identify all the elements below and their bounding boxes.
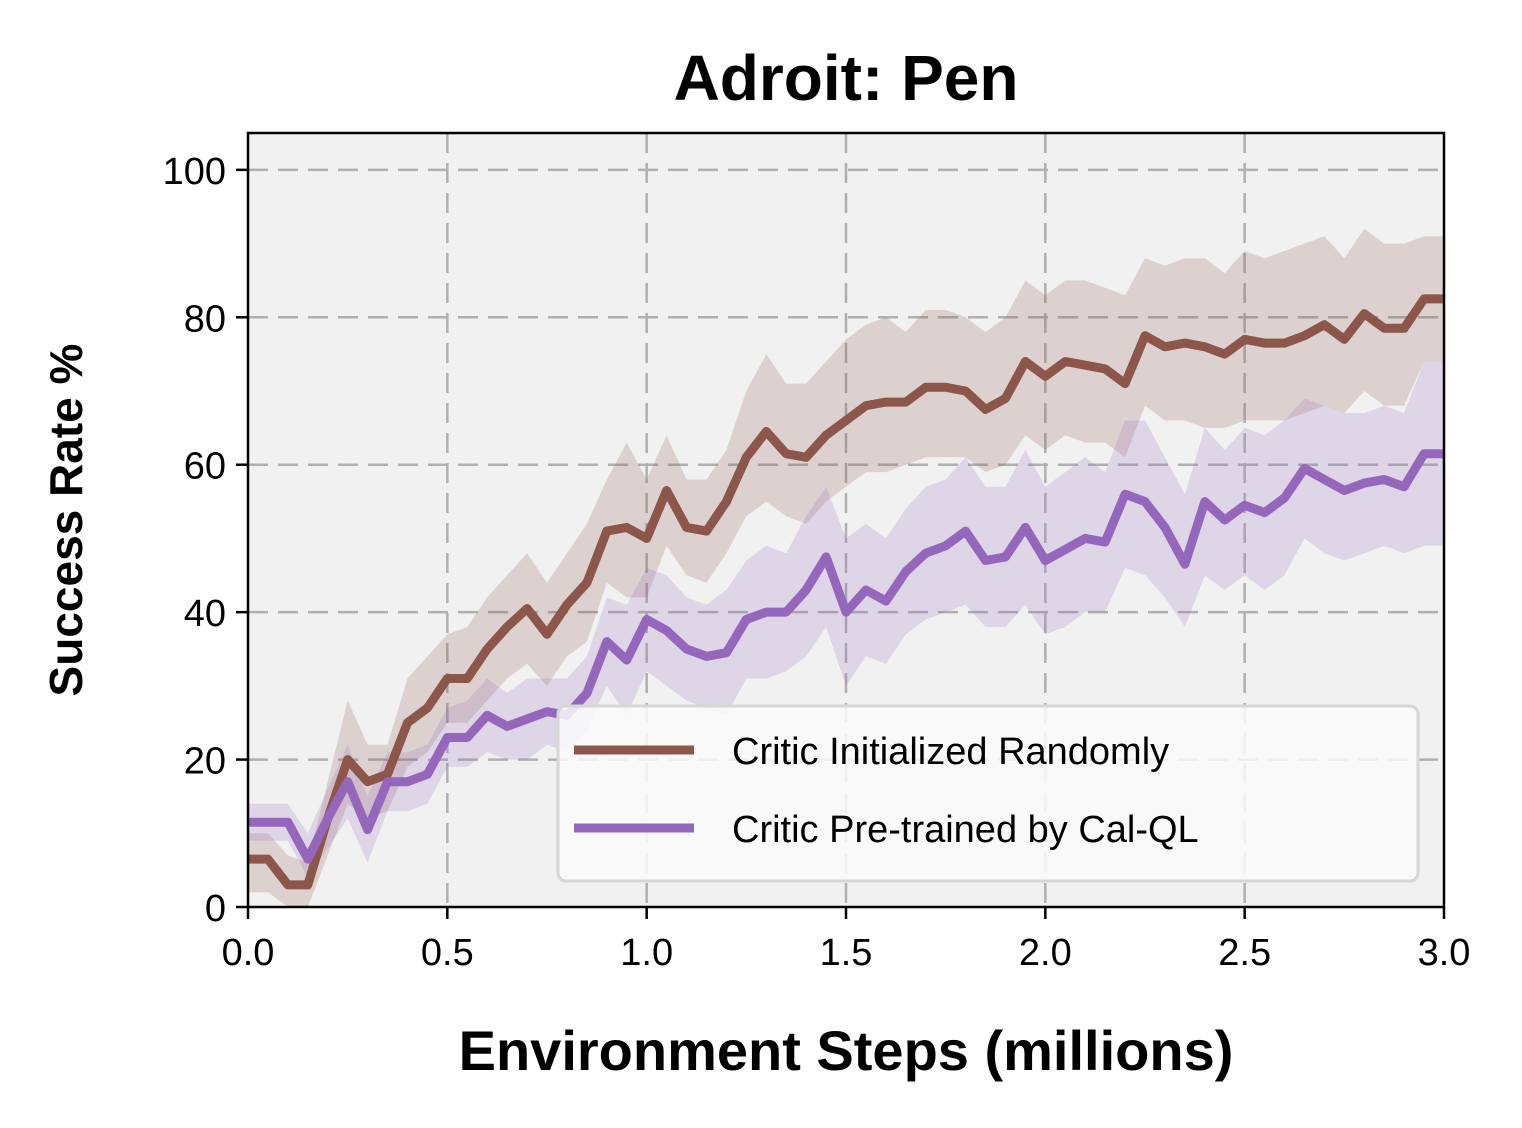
band-series-0 (248, 228, 1444, 908)
x-axis-label: Environment Steps (millions) (459, 1019, 1234, 1082)
y-tick-label-0: 0 (205, 888, 226, 930)
x-tick-label-1: 0.5 (421, 932, 474, 974)
legend-label-calql: Critic Pre-trained by Cal-QL (732, 809, 1199, 851)
legend: Critic Initialized Randomly Critic Pre-t… (556, 704, 1420, 883)
y-axis-ticks: 0 20 40 60 80 100 (163, 151, 248, 930)
legend-label-random: Critic Initialized Randomly (732, 731, 1169, 773)
x-tick-label-5: 2.5 (1218, 932, 1271, 974)
x-tick-label-0: 0.0 (222, 932, 275, 974)
line-series-0 (248, 294, 1444, 890)
x-axis-ticks: 0.0 0.5 1.0 1.5 2.0 2.5 3.0 (222, 907, 1471, 974)
series-lines (248, 294, 1444, 890)
x-tick-label-3: 1.5 (820, 932, 873, 974)
legend-box (556, 704, 1420, 883)
y-tick-label-4: 80 (184, 298, 226, 340)
y-tick-label-2: 40 (184, 593, 226, 635)
y-tick-label-1: 20 (184, 741, 226, 783)
y-tick-label-5: 100 (163, 151, 226, 193)
x-tick-label-4: 2.0 (1019, 932, 1072, 974)
y-tick-label-3: 60 (184, 446, 226, 488)
chart-title: Adroit: Pen (674, 42, 1019, 114)
x-tick-label-6: 3.0 (1418, 932, 1471, 974)
y-axis-label: Success Rate % (40, 344, 92, 697)
confidence-bands (248, 228, 1444, 908)
x-tick-label-2: 1.0 (620, 932, 673, 974)
band-series-1 (248, 361, 1444, 878)
line-series-1 (248, 449, 1444, 864)
